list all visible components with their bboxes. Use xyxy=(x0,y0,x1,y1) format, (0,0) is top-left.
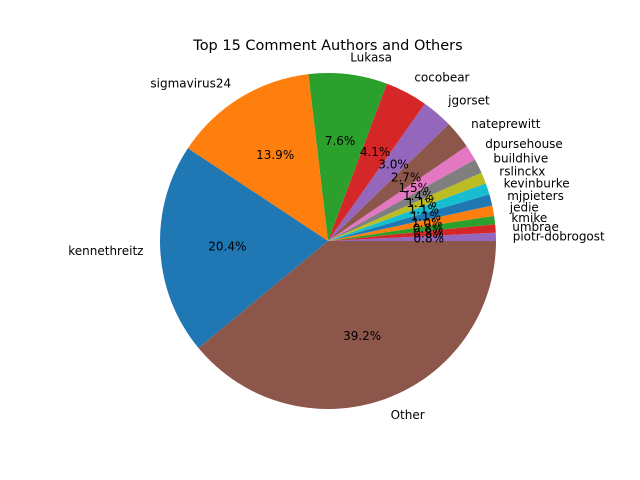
slice-label: Other xyxy=(391,408,425,422)
pie-slice-dpursehouse xyxy=(328,146,475,241)
slice-percent-label: 4.1% xyxy=(360,145,391,159)
slice-label: piotr-dobrogost xyxy=(513,229,605,243)
slice-label: jedie xyxy=(509,201,539,215)
pie-slice-mjpieters xyxy=(328,194,493,241)
slice-percent-label: 1.1% xyxy=(409,203,440,217)
pie-slice-jedie xyxy=(328,205,495,241)
pie-slice-jgorset xyxy=(328,103,449,242)
pie-slice-cocobear xyxy=(328,83,425,242)
slice-label: mjpieters xyxy=(507,189,564,203)
slice-label: Lukasa xyxy=(350,51,392,65)
slice-label: nateprewitt xyxy=(471,117,541,131)
pie-slice-kmike xyxy=(328,215,496,241)
slice-percent-label: 1.5% xyxy=(399,181,430,195)
pie-slice-rslinckx xyxy=(328,172,486,241)
slice-percent-label: 0.8% xyxy=(413,221,444,235)
slice-label: rslinckx xyxy=(499,165,545,179)
slice-percent-label: 1.0% xyxy=(412,216,443,230)
pie-slice-buildhive xyxy=(328,159,482,241)
slice-percent-label: 1.4% xyxy=(403,189,434,203)
slice-label: kevinburke xyxy=(504,177,570,191)
slice-label: kennethreitz xyxy=(68,244,143,258)
slice-percent-label: 3.0% xyxy=(378,157,409,171)
slice-percent-label: 13.9% xyxy=(256,148,294,162)
slice-label: cocobear xyxy=(414,71,469,85)
slice-label: dpursehouse xyxy=(485,137,563,151)
slice-label: umbrae xyxy=(512,220,559,234)
pie-slice-umbrae xyxy=(328,224,496,241)
pie-slice-kevinburke xyxy=(328,183,490,241)
pie-slice-piotr-dobrogost xyxy=(328,232,496,241)
slice-percent-label: 0.8% xyxy=(413,226,444,240)
slice-label: sigmavirus24 xyxy=(150,77,231,91)
slice-label: kmike xyxy=(511,211,547,225)
slice-percent-label: 1.1% xyxy=(406,196,437,210)
chart-title: Top 15 Comment Authors and Others xyxy=(192,38,462,54)
slice-percent-label: 0.8% xyxy=(414,231,445,245)
pie-slice-other xyxy=(198,241,496,410)
slice-label: jgorset xyxy=(447,94,490,108)
pie-slice-nateprewitt xyxy=(328,124,467,241)
slice-percent-label: 1.1% xyxy=(410,209,441,223)
pie-slices xyxy=(160,72,496,410)
pie-slice-lukasa xyxy=(308,72,387,241)
slice-label: buildhive xyxy=(493,152,548,166)
slice-percent-label: 39.2% xyxy=(343,329,381,343)
slice-percent-label: 2.7% xyxy=(391,170,422,184)
pie-slice-kennethreitz xyxy=(160,148,328,349)
slice-percent-label: 20.4% xyxy=(208,239,246,253)
pie-slice-sigmavirus24 xyxy=(187,74,328,242)
pie-percent-labels: 0.8%0.8%0.8%1.0%1.1%1.1%1.1%1.4%1.5%2.7%… xyxy=(208,134,444,343)
slice-percent-label: 7.6% xyxy=(325,134,356,148)
pie-labels: piotr-dobrogostumbraekmikejediemjpieters… xyxy=(68,51,605,422)
